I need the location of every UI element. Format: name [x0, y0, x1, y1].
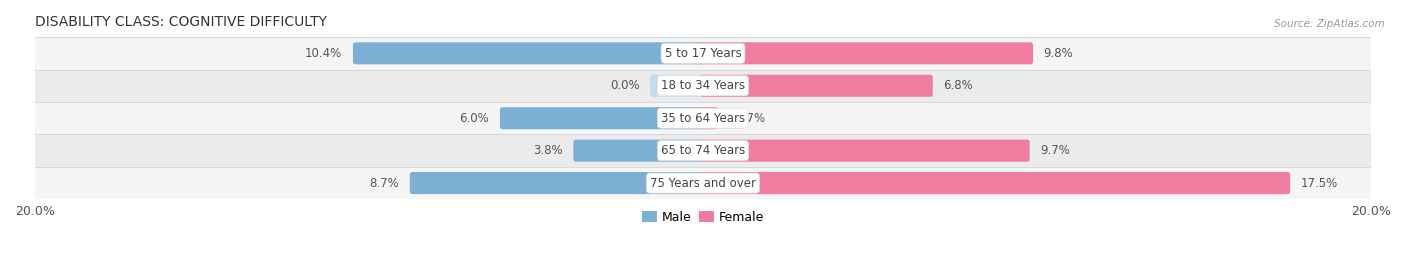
Text: DISABILITY CLASS: COGNITIVE DIFFICULTY: DISABILITY CLASS: COGNITIVE DIFFICULTY: [35, 15, 328, 29]
FancyBboxPatch shape: [700, 42, 1033, 64]
FancyBboxPatch shape: [700, 140, 1029, 162]
FancyBboxPatch shape: [700, 75, 932, 97]
Text: 9.8%: 9.8%: [1043, 47, 1073, 60]
Bar: [35, 70, 1371, 102]
Text: 35 to 64 Years: 35 to 64 Years: [661, 112, 745, 125]
Text: 65 to 74 Years: 65 to 74 Years: [661, 144, 745, 157]
Text: 10.4%: 10.4%: [305, 47, 342, 60]
Text: 6.8%: 6.8%: [943, 79, 973, 92]
Text: 0.0%: 0.0%: [610, 79, 640, 92]
Text: 6.0%: 6.0%: [460, 112, 489, 125]
Text: 9.7%: 9.7%: [1040, 144, 1070, 157]
FancyBboxPatch shape: [409, 172, 706, 194]
Legend: Male, Female: Male, Female: [637, 206, 769, 229]
FancyBboxPatch shape: [353, 42, 706, 64]
Bar: [35, 167, 1371, 199]
Text: 75 Years and over: 75 Years and over: [650, 177, 756, 190]
Text: Source: ZipAtlas.com: Source: ZipAtlas.com: [1274, 19, 1385, 29]
Bar: [35, 37, 1371, 70]
FancyBboxPatch shape: [700, 172, 1291, 194]
Text: 8.7%: 8.7%: [370, 177, 399, 190]
Bar: [35, 134, 1371, 167]
FancyBboxPatch shape: [650, 75, 706, 97]
Text: 5 to 17 Years: 5 to 17 Years: [665, 47, 741, 60]
Text: 17.5%: 17.5%: [1301, 177, 1339, 190]
Text: 3.8%: 3.8%: [533, 144, 562, 157]
FancyBboxPatch shape: [501, 107, 706, 129]
FancyBboxPatch shape: [574, 140, 706, 162]
FancyBboxPatch shape: [700, 107, 718, 129]
Text: 0.37%: 0.37%: [728, 112, 766, 125]
Text: 18 to 34 Years: 18 to 34 Years: [661, 79, 745, 92]
Bar: [35, 102, 1371, 134]
